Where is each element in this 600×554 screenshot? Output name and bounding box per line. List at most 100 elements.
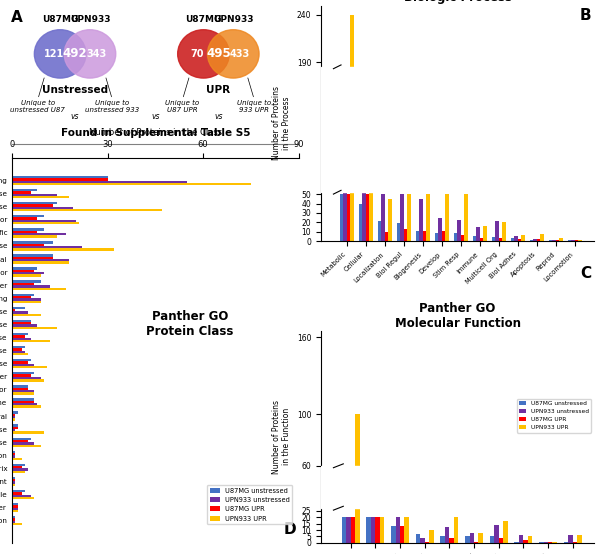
Bar [347,194,350,241]
Bar [494,525,499,543]
Bar [12,523,22,525]
Ellipse shape [34,30,86,78]
Bar [12,450,15,453]
Bar [573,542,577,543]
Legend: U87MG unstressed, UPN933 unstressed, U87MG UPR, UPN933 UPR: U87MG unstressed, UPN933 unstressed, U87… [517,399,591,433]
Bar [12,377,41,379]
Text: C: C [580,266,591,281]
Bar [12,274,41,277]
Bar [321,466,594,508]
Bar [366,194,369,241]
Bar [12,505,19,507]
Bar [12,390,34,392]
Bar [435,233,439,241]
Bar [539,542,544,543]
Bar [12,209,161,212]
Bar [12,442,34,444]
Text: 343: 343 [86,49,106,59]
Bar [449,538,454,543]
Bar [530,240,533,241]
Bar [556,240,559,241]
Bar [12,207,73,209]
Bar [461,235,464,241]
Bar [548,542,553,543]
Bar [439,218,442,241]
Bar [382,194,385,241]
Bar [12,406,41,408]
Ellipse shape [208,30,259,78]
Bar [12,215,44,217]
Bar [553,240,556,241]
Bar [12,429,15,432]
Bar [343,71,347,241]
Bar [395,517,400,543]
Bar [12,479,15,481]
Bar [519,535,523,543]
Bar [12,416,15,418]
Bar [12,411,19,414]
Bar [12,353,28,355]
Bar [12,333,28,335]
Bar [12,254,53,257]
Bar [362,128,366,241]
Bar [12,204,53,207]
Bar [429,530,434,543]
Bar [12,427,19,429]
Bar [12,351,25,353]
Bar [12,183,251,185]
Bar [404,517,409,543]
Text: UPN933: UPN933 [213,15,254,24]
Bar [340,194,343,241]
Bar [12,202,56,204]
Bar [12,401,34,403]
Bar [388,199,392,241]
Text: U87MG: U87MG [42,15,79,24]
Bar [12,468,28,471]
Bar [12,222,79,224]
Bar [404,229,407,241]
Bar [478,532,483,543]
Bar [12,309,15,311]
Bar [12,497,34,499]
Text: D: D [283,522,296,537]
Bar [376,517,380,543]
Bar [12,294,34,296]
Bar [12,403,37,406]
Bar [483,226,487,241]
Bar [12,398,34,401]
Bar [416,231,419,241]
Text: Unique to
933 UPR: Unique to 933 UPR [237,100,271,113]
Bar [12,235,56,238]
Bar [12,366,47,368]
Bar [12,458,22,460]
Title: Panther GO
Biologic Process: Panther GO Biologic Process [404,0,512,4]
Bar [474,542,478,543]
Bar [12,414,15,416]
Bar [12,385,28,387]
Bar [445,527,449,543]
Bar [523,540,528,543]
Bar [12,455,15,458]
Bar [12,193,56,196]
Bar [12,375,31,377]
Bar [12,176,107,178]
Bar [342,517,346,543]
Bar [440,536,445,543]
Bar [425,542,429,543]
Bar [12,519,15,521]
Title: Panther GO
Molecular Function: Panther GO Molecular Function [395,301,521,330]
Bar [490,536,494,543]
Bar [12,298,41,301]
Text: 433: 433 [229,49,250,59]
Bar [12,364,34,366]
Bar [12,217,37,220]
Bar [12,178,107,181]
Bar [544,542,548,543]
Bar [12,490,25,492]
Bar [385,232,388,241]
Bar [12,196,70,198]
Bar [378,222,382,241]
Bar [503,521,508,543]
Bar [12,189,37,191]
Bar [454,233,457,241]
